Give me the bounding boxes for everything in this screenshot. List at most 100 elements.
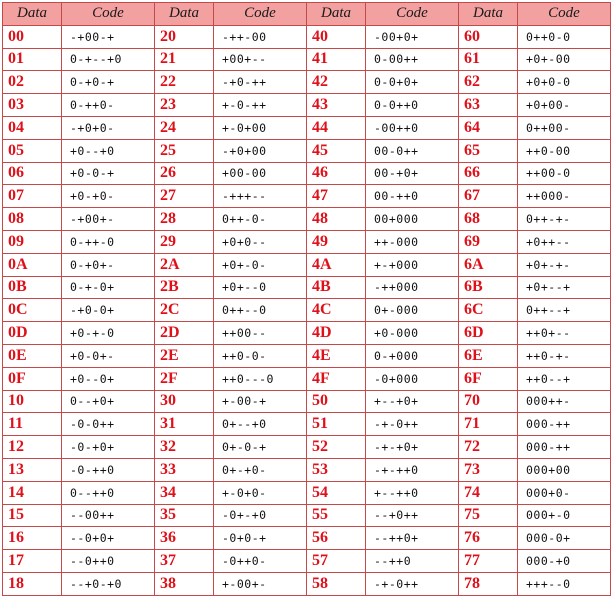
code-value-cell: 000-0+	[517, 526, 611, 551]
code-value-cell: ++-000	[365, 229, 459, 254]
data-value-cell: 26	[154, 161, 214, 186]
code-value-cell: 0--++0	[61, 480, 155, 505]
code-value-cell: +-00-+	[213, 389, 307, 414]
table-row: 05 +0--+0 25 -+0+00 45 00-0++ 65 ++0-00	[2, 138, 611, 163]
data-value-cell: 76	[458, 526, 518, 551]
code-value-cell: 0++--0	[213, 298, 307, 323]
code-value-cell: 00-+0+	[365, 161, 459, 186]
table-row: 06 +0-0-+ 26 +00-00 46 00-+0+ 66 ++00-0	[2, 161, 611, 186]
data-value-cell: 05	[2, 138, 62, 163]
data-value-cell: 61	[458, 47, 518, 72]
code-value-cell: 0++--+	[517, 298, 611, 323]
data-value-cell: 10	[2, 389, 62, 414]
code-value-cell: 000+00	[517, 457, 611, 482]
code-value-cell: -+-++0	[365, 457, 459, 482]
data-value-cell: 54	[306, 480, 366, 505]
data-value-cell: 24	[154, 115, 214, 140]
data-value-cell: 17	[2, 549, 62, 573]
data-value-cell: 46	[306, 161, 366, 186]
data-value-cell: 07	[2, 184, 62, 209]
header-row: Data Code Data Code Data Code Data Code	[2, 2, 611, 26]
data-value-cell: 21	[154, 47, 214, 72]
data-value-cell: 01	[2, 47, 62, 72]
code-value-cell: +0-000	[365, 321, 459, 345]
data-value-cell: 31	[154, 412, 214, 437]
data-value-cell: 2D	[154, 321, 214, 345]
code-value-cell: ++0-00	[517, 138, 611, 163]
data-value-cell: 04	[2, 115, 62, 140]
code-value-cell: +0-+-0	[61, 321, 155, 345]
code-value-cell: +--+0+	[365, 389, 459, 414]
data-value-cell: 78	[458, 571, 518, 596]
data-value-cell: 77	[458, 549, 518, 573]
data-value-cell: 23	[154, 93, 214, 117]
data-value-cell: 0B	[2, 275, 62, 300]
code-value-cell: ++0-+-	[517, 343, 611, 368]
data-value-cell: 06	[2, 161, 62, 186]
code-value-cell: -++-00	[213, 24, 307, 49]
code-value-cell: --0++0	[61, 549, 155, 573]
table-row: 00 -+00-+ 20 -++-00 40 -00+0+ 60 0++0-0	[2, 24, 611, 49]
table-row: 08 -+00+- 28 0++-0- 48 00+000 68 0++-+-	[2, 207, 611, 231]
data-value-cell: 2C	[154, 298, 214, 323]
data-value-cell: 13	[2, 457, 62, 482]
code-value-cell: -0+0-+	[213, 526, 307, 551]
code-value-cell: 0-+000	[365, 343, 459, 368]
data-value-cell: 6E	[458, 343, 518, 368]
table-row: 01 0-+--+0 21 +00+-- 41 0-00++ 61 +0+-00	[2, 47, 611, 72]
code-value-cell: -0++0-	[213, 549, 307, 573]
data-value-cell: 11	[2, 412, 62, 437]
code-value-cell: +--++0	[365, 480, 459, 505]
data-value-cell: 67	[458, 184, 518, 209]
code-value-cell: 0++-0-	[213, 207, 307, 231]
data-value-cell: 51	[306, 412, 366, 437]
code-value-cell: +0+00-	[517, 93, 611, 117]
table-row: 0F +0--0+ 2F ++0---0 4F -0+000 6F ++0--+	[2, 366, 611, 391]
column-header-code: Code	[517, 2, 611, 26]
data-value-cell: 09	[2, 229, 62, 254]
data-value-cell: 45	[306, 138, 366, 163]
code-value-cell: +0+--0	[213, 275, 307, 300]
data-value-cell: 6F	[458, 366, 518, 391]
code-value-cell: +0+--+	[517, 275, 611, 300]
code-value-cell: +0--+0	[61, 138, 155, 163]
data-value-cell: 0E	[2, 343, 62, 368]
code-value-cell: -+0+00	[213, 138, 307, 163]
data-value-cell: 65	[458, 138, 518, 163]
code-value-cell: ++0--+	[517, 366, 611, 391]
code-value-cell: 00-++0	[365, 184, 459, 209]
data-value-cell: 71	[458, 412, 518, 437]
table-row: 12 -0-+0+ 32 0+-0-+ 52 -+-+0+ 72 000-++	[2, 435, 611, 459]
code-value-cell: --++0	[365, 549, 459, 573]
code-value-cell: +-0+0-	[213, 480, 307, 505]
data-value-cell: 6D	[458, 321, 518, 345]
code-value-cell: -+++--	[213, 184, 307, 209]
data-value-cell: 55	[306, 503, 366, 528]
data-value-cell: 4F	[306, 366, 366, 391]
code-value-cell: --00++	[61, 503, 155, 528]
data-value-cell: 2A	[154, 252, 214, 277]
data-value-cell: 43	[306, 93, 366, 117]
code-value-cell: ++0-0-	[213, 343, 307, 368]
column-header-data: Data	[458, 2, 518, 26]
code-value-cell: 0-+--+0	[61, 47, 155, 72]
code-value-cell: -++000	[365, 275, 459, 300]
table-body: 00 -+00-+ 20 -++-00 40 -00+0+ 60 0++0-0 01 0-+--+…	[2, 24, 611, 596]
data-value-cell: 2B	[154, 275, 214, 300]
data-value-cell: 34	[154, 480, 214, 505]
data-value-cell: 60	[458, 24, 518, 49]
code-value-cell: -0-0++	[61, 412, 155, 437]
data-value-cell: 4E	[306, 343, 366, 368]
code-value-cell: +-00+-	[213, 571, 307, 596]
data-value-cell: 41	[306, 47, 366, 72]
data-value-cell: 40	[306, 24, 366, 49]
column-header-data: Data	[2, 2, 62, 26]
data-value-cell: 03	[2, 93, 62, 117]
data-value-cell: 37	[154, 549, 214, 573]
code-value-cell: +00-00	[213, 161, 307, 186]
table-row: 0D +0-+-0 2D ++00-- 4D +0-000 6D ++0+--	[2, 321, 611, 345]
column-header-code: Code	[213, 2, 307, 26]
data-value-cell: 38	[154, 571, 214, 596]
code-value-cell: +0-+0-	[61, 184, 155, 209]
